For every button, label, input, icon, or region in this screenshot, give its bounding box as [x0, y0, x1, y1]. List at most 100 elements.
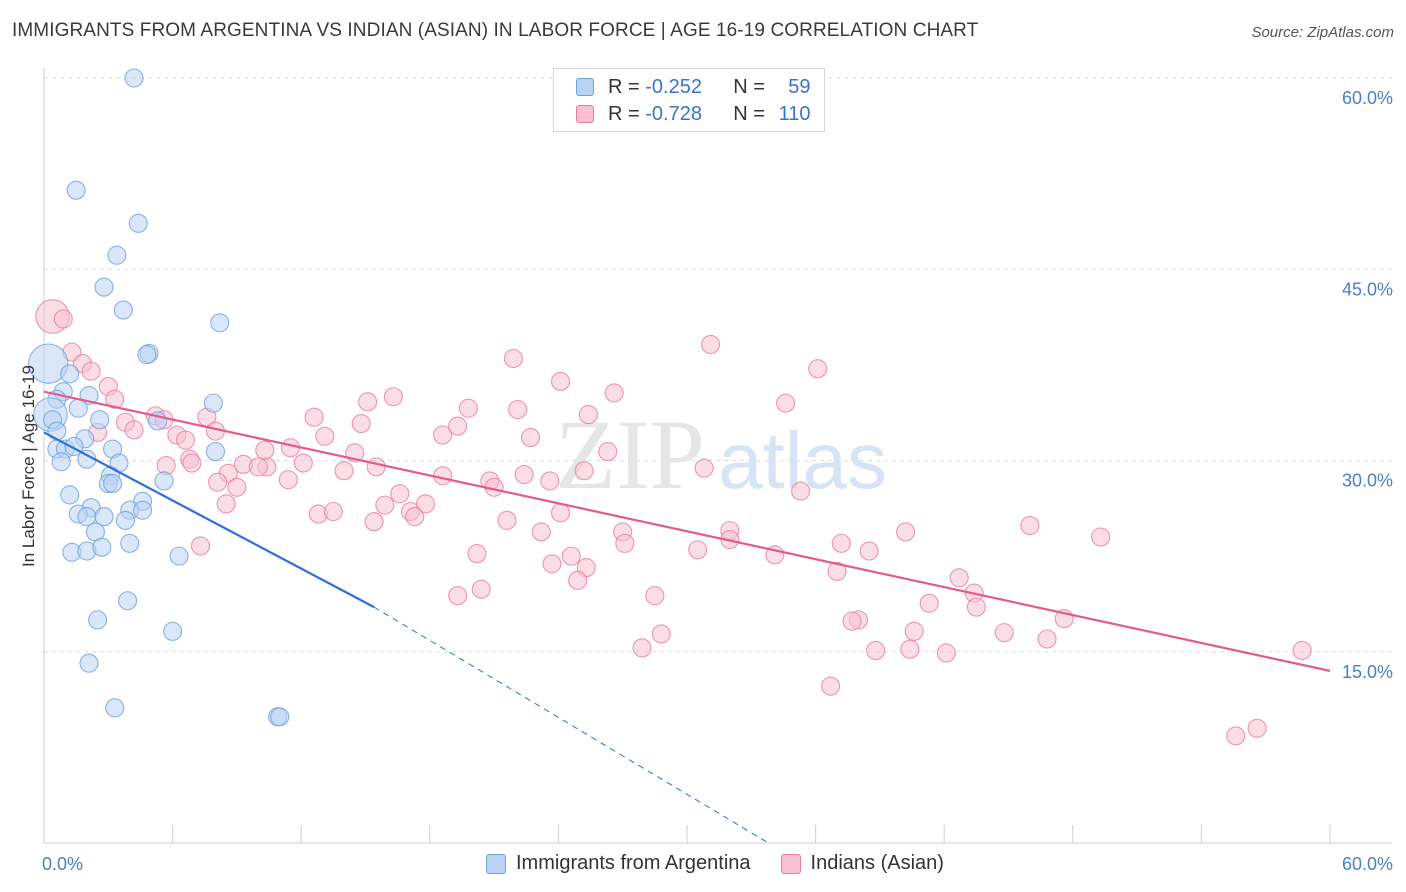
argentina-point [51, 452, 71, 472]
indians-point [1292, 640, 1312, 661]
grid-lines [44, 77, 1392, 653]
indians-point [604, 383, 624, 403]
legend-swatch-argentina [576, 78, 594, 96]
argentina-point [88, 610, 108, 630]
indians-point [467, 544, 487, 564]
argentina-point [90, 410, 110, 430]
indians-point [81, 361, 101, 381]
indians-point [859, 541, 879, 561]
indians-point [227, 477, 247, 497]
indians-point [497, 510, 517, 530]
indians-point [364, 512, 384, 532]
indians-point [1037, 629, 1057, 649]
series-indians-asian-points [35, 299, 1312, 746]
legend-r-label: R = [608, 75, 640, 98]
argentina-point [60, 364, 80, 384]
legend-n-value-indians: 110 [778, 102, 811, 125]
indians-point [366, 457, 386, 477]
x-tick-label: 60.0% [1342, 854, 1393, 874]
indians-point [688, 540, 708, 560]
indians-point [578, 405, 598, 425]
indians-point [105, 389, 125, 409]
indians-point [949, 568, 969, 588]
indians-point [574, 461, 594, 481]
argentina-point [203, 393, 223, 413]
indians-point [632, 638, 652, 658]
argentina-point [60, 485, 80, 505]
indians-point [124, 420, 144, 440]
y-tick-labels: 15.0% 30.0% 45.0% 60.0% [1342, 88, 1393, 682]
x-tick-label: 0.0% [42, 854, 83, 874]
argentina-point [270, 707, 290, 727]
indians-point [1226, 726, 1246, 746]
indians-point [896, 522, 916, 542]
argentina-point [163, 621, 183, 641]
y-tick-label: 45.0% [1342, 279, 1393, 299]
argentina-point [105, 698, 125, 718]
indians-point [190, 536, 211, 556]
indians-point [182, 453, 202, 473]
argentina-point [113, 300, 133, 320]
legend-n-label: N = [733, 102, 765, 125]
y-tick-label: 15.0% [1342, 662, 1393, 682]
indians-point [433, 425, 453, 445]
argentina-point [205, 442, 226, 462]
indians-point [458, 398, 478, 418]
argentina-point [137, 345, 157, 365]
argentina-point [210, 313, 230, 333]
indians-point [866, 640, 886, 661]
indians-point [827, 561, 847, 581]
indians-point [351, 413, 371, 434]
argentina-point [79, 653, 99, 673]
indians-point [540, 471, 560, 491]
indians-point [280, 438, 301, 458]
indians-point [503, 348, 523, 369]
source-label: Source: ZipAtlas.com [1251, 24, 1394, 41]
legend-row-indians: R = -0.728 N = 110 [576, 102, 811, 126]
indians-point [542, 554, 562, 574]
argentina-point [128, 213, 148, 233]
legend-label-argentina: Immigrants from Argentina [516, 852, 751, 874]
indians-point [278, 470, 298, 490]
legend-swatch-argentina [486, 853, 506, 874]
indians-point [358, 392, 378, 412]
legend-row-argentina: R = -0.252 N = 59 [576, 75, 811, 99]
legend-item-indians: Indians (Asian) [780, 852, 944, 875]
indians-point [1091, 527, 1111, 547]
indians-point [598, 442, 618, 462]
legend-r-value-argentina: -0.252 [645, 75, 702, 98]
indians-point [550, 503, 571, 523]
indians-point [255, 440, 275, 460]
argentina-point [133, 500, 153, 520]
x-tick-labels: 0.0% 60.0% [42, 854, 1393, 874]
legend-item-argentina: Immigrants from Argentina [486, 852, 751, 875]
indians-point [375, 495, 395, 515]
indians-point [520, 427, 541, 448]
indians-point [448, 416, 468, 436]
argentina-trendline-extension [373, 606, 769, 844]
legend-n-label: N = [733, 75, 765, 98]
indians-point [561, 546, 581, 566]
argentina-point [115, 510, 135, 530]
indians-trendline [43, 390, 1331, 672]
legend-label-indians: Indians (Asian) [810, 852, 944, 874]
indians-point [994, 623, 1014, 643]
indians-point [791, 481, 811, 501]
indians-point [936, 643, 956, 663]
argentina-trendline [43, 431, 375, 609]
indians-point [701, 334, 721, 355]
argentina-point [94, 507, 114, 527]
indians-point [383, 387, 403, 407]
argentina-point [66, 180, 86, 200]
indians-point [175, 430, 196, 450]
argentina-point [47, 421, 67, 441]
indians-point [304, 407, 324, 427]
argentina-point [124, 68, 144, 88]
legend-swatch-indians [576, 105, 594, 123]
argentina-point [103, 473, 123, 494]
indians-point [293, 453, 313, 473]
series-legend: Immigrants from Argentina Indians (Asian… [486, 852, 974, 875]
indians-point [966, 597, 986, 617]
trendlines [43, 390, 1331, 844]
argentina-point [28, 343, 69, 384]
